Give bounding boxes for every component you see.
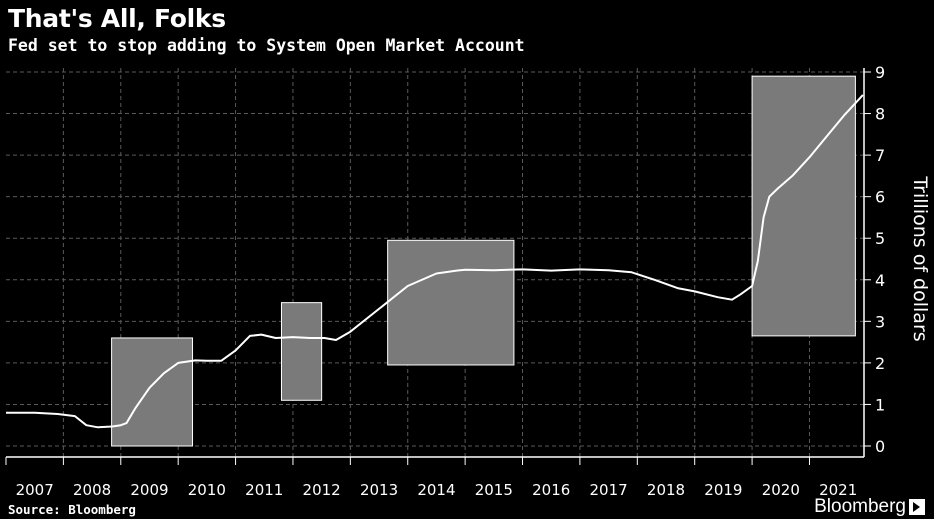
y-tick-label: 1 (875, 395, 885, 414)
y-tick-label: 3 (875, 312, 885, 331)
y-tick-label: 5 (875, 229, 885, 248)
y-tick-label: 8 (875, 105, 885, 124)
x-tick-label: 2008 (73, 481, 111, 499)
x-tick-label: 2011 (245, 481, 283, 499)
y-tick-label: 4 (875, 271, 885, 290)
x-tick-label: 2015 (475, 481, 513, 499)
x-tick-label: 2021 (819, 481, 857, 499)
x-tick-label: 2017 (590, 481, 628, 499)
highlight-box-3 (387, 239, 515, 366)
x-tick-label: 2007 (16, 481, 54, 499)
y-tick-label: 6 (875, 188, 885, 207)
x-tick-label: 2016 (532, 481, 570, 499)
x-tick-label: 2018 (647, 481, 685, 499)
x-tick-label: 2020 (762, 481, 800, 499)
x-tick-label: 2010 (188, 481, 226, 499)
brand-logo: Bloomberg (814, 496, 906, 517)
x-tick-label: 2009 (130, 481, 168, 499)
y-tick-label: 0 (875, 437, 885, 456)
x-tick-label: 2014 (417, 481, 455, 499)
x-tick-label: 2019 (704, 481, 742, 499)
x-tick-label: 2013 (360, 481, 398, 499)
highlight-box-2 (280, 302, 323, 401)
source-note: Source: Bloomberg (8, 502, 136, 517)
y-tick-label: 9 (875, 63, 885, 82)
series-line (6, 94, 864, 429)
y-axis-label: Trillions of dollars (909, 175, 931, 341)
chart-title: That's All, Folks (8, 4, 226, 33)
y-tick-label: 7 (875, 146, 885, 165)
bloomberg-mark-icon (909, 499, 925, 515)
highlight-box-4 (751, 75, 856, 337)
highlight-box-1 (111, 337, 194, 447)
chart-subtitle: Fed set to stop adding to System Open Ma… (8, 36, 525, 55)
x-tick-label: 2012 (303, 481, 341, 499)
y-tick-label: 2 (875, 354, 885, 373)
